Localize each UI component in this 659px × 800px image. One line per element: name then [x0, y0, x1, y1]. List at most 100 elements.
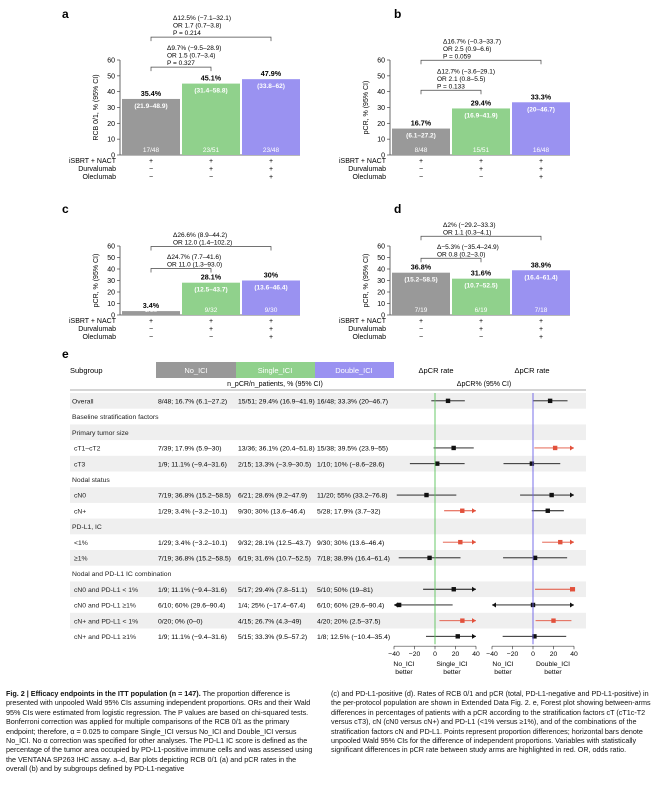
comparison-bracket-inner [420, 257, 482, 263]
design-row-mark: + [269, 158, 273, 165]
comparison-outer-text: P = 0.059 [443, 53, 471, 60]
y-tick-label: 60 [107, 58, 115, 65]
design-row-label: Oleclumab [353, 334, 387, 341]
forest-cell: 9/30; 30% (13.6–46.4) [238, 508, 305, 515]
row-band [70, 550, 586, 566]
design-row-label: Durvalumab [348, 326, 386, 333]
comparison-inner-text: P = 0.327 [167, 60, 195, 67]
forest-row-label: PD-L1, IC [72, 524, 102, 531]
point-estimate [547, 398, 553, 404]
bar-ci-label: (12.5–43.7) [194, 287, 227, 294]
forest-cell: 11/20; 55% (33.2–76.8) [317, 493, 388, 500]
design-row-mark: − [149, 326, 153, 333]
bar-count-label: 8/48 [415, 147, 428, 154]
caption-left: Fig. 2 | Efficacy endpoints in the ITT p… [6, 689, 316, 774]
forest-cell: 2/15; 13.3% (−3.9–30.5) [238, 461, 311, 468]
ci-arrow [570, 539, 574, 545]
design-row-label: Oleclumab [83, 174, 117, 181]
forest-cell: 1/10; 10% (−8.6–28.6) [317, 461, 384, 468]
bar-double-ici [242, 280, 300, 315]
forest-cell: 1/29; 3.4% (−3.2–10.1) [158, 540, 227, 547]
header-no-ici: No_ICI [184, 366, 207, 375]
forest-x-tick-label: 40 [472, 651, 480, 658]
forest-cell: 0/20; 0% (0–0) [158, 618, 203, 625]
bar-ci-label: (0–10.1) [139, 315, 163, 322]
comparison-outer-text: Δ26.6% (8.9–44.2) [173, 232, 227, 239]
ci-arrow [570, 492, 574, 498]
point-estimate [552, 445, 558, 451]
design-row-mark: + [209, 158, 213, 165]
bar-ci-label: (16.4–61.4) [524, 274, 557, 281]
design-row-mark: + [539, 326, 543, 333]
panel-letter-b: b [394, 7, 401, 21]
y-tick-label: 60 [377, 58, 385, 65]
comparison-inner-text: OR 2.1 (0.8–5.5) [437, 76, 485, 83]
bar-no-ici [122, 311, 180, 315]
ci-arrow [472, 586, 476, 592]
forest-row-label: Baseline stratification factors [72, 414, 159, 421]
forest-cell: 1/4; 25% (−17.4–67.4) [238, 603, 305, 610]
header-subtitle-right: ΔpCR% (95% CI) [457, 381, 511, 388]
design-row-mark: − [419, 334, 423, 341]
axis-better-label: No_ICI [492, 661, 513, 668]
comparison-bracket-outer [420, 235, 542, 241]
forest-row-label: Primary tumor size [72, 430, 129, 437]
bar-count-label: 17/48 [143, 147, 160, 154]
header-subtitle-mid: n_pCR/n_patients, % (95% CI) [227, 381, 323, 388]
point-estimate [532, 634, 537, 639]
point-estimate [545, 508, 550, 513]
forest-row-label: cN+ [74, 508, 86, 515]
design-row-mark: + [539, 318, 543, 325]
design-row-mark: + [539, 158, 543, 165]
bar-count-label: 7/18 [535, 307, 548, 314]
forest-cell: 7/18; 38.9% (16.4–61.4) [317, 555, 390, 562]
bar-single-ici [182, 282, 240, 315]
design-row-mark: − [149, 166, 153, 173]
ci-arrow [570, 602, 574, 608]
forest-row-label: Nodal and PD-L1 IC combination [72, 571, 172, 578]
point-estimate [435, 461, 440, 466]
forest-cell: 7/39; 17.9% (5.9–30) [158, 446, 221, 453]
bar-value-label: 36.8% [411, 263, 432, 272]
panel-letter-a: a [62, 7, 69, 21]
comparison-inner-text: Δ9.7% (−9.5–28.9) [167, 45, 221, 52]
y-tick-label: 20 [377, 121, 385, 128]
point-estimate [532, 555, 538, 561]
design-row-mark: + [419, 158, 423, 165]
y-tick-label: 40 [377, 89, 385, 96]
ci-arrow [492, 602, 496, 608]
y-tick-label: 50 [377, 255, 385, 262]
forest-cell: 1/9; 11.1% (−9.4–31.6) [158, 634, 227, 641]
comparison-inner-text: OR 11.0 (1.3–93.0) [167, 262, 222, 269]
bar-value-label: 30% [264, 271, 279, 280]
bar-ci-label: (31.4–58.8) [194, 88, 227, 95]
y-tick-label: 30 [377, 105, 385, 112]
design-row-label: iSBRT + NACT [69, 158, 117, 165]
panel-letter-c: c [62, 202, 69, 216]
forest-cell: 7/19; 36.8% (15.2–58.5) [158, 493, 231, 500]
design-row-mark: − [419, 326, 423, 333]
comparison-bracket-inner [420, 89, 482, 95]
forest-row-label: Nodal status [72, 477, 110, 484]
forest-row-label: ≥1% [74, 555, 88, 562]
y-tick-label: 40 [107, 89, 115, 96]
forest-cell: 1/9; 11.1% (−9.4–31.6) [158, 461, 227, 468]
forest-cell: 4/15; 26.7% (4.3–49) [238, 618, 301, 625]
forest-cell: 15/38; 39.5% (23.9–55) [317, 446, 388, 453]
bar-value-label: 47.9% [261, 69, 282, 78]
comparison-outer-text: Δ2% (−29.2–33.3) [443, 222, 496, 229]
forest-x-tick-label: 40 [570, 651, 578, 658]
point-estimate [396, 602, 402, 608]
comparison-outer-text: OR 1.7 (0.7–3.8) [173, 23, 221, 30]
forest-cell: 5/28; 17.9% (3.7–32) [317, 508, 380, 515]
bar-no-ici [122, 98, 180, 155]
design-row-mark: − [479, 334, 483, 341]
forest-cell: 9/32; 28.1% (12.5–43.7) [238, 540, 311, 547]
caption-title: Fig. 2 | Efficacy endpoints in the ITT p… [6, 689, 201, 698]
y-axis-label: pCR, % (95% CI) [363, 254, 370, 308]
bar-ci-label: (16.9–41.9) [464, 112, 497, 119]
forest-row-label: Overall [72, 398, 94, 405]
forest-cell: 6/10; 60% (29.6–90.4) [158, 603, 225, 610]
design-row-mark: − [419, 166, 423, 173]
